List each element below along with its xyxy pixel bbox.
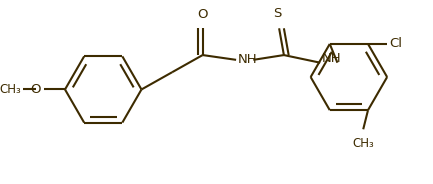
- Text: CH₃: CH₃: [0, 83, 21, 96]
- Text: O: O: [197, 8, 208, 21]
- Text: NH: NH: [322, 52, 342, 65]
- Text: CH₃: CH₃: [352, 137, 374, 150]
- Text: NH: NH: [238, 53, 258, 66]
- Text: Cl: Cl: [389, 37, 402, 50]
- Text: O: O: [31, 83, 41, 96]
- Text: S: S: [273, 7, 281, 20]
